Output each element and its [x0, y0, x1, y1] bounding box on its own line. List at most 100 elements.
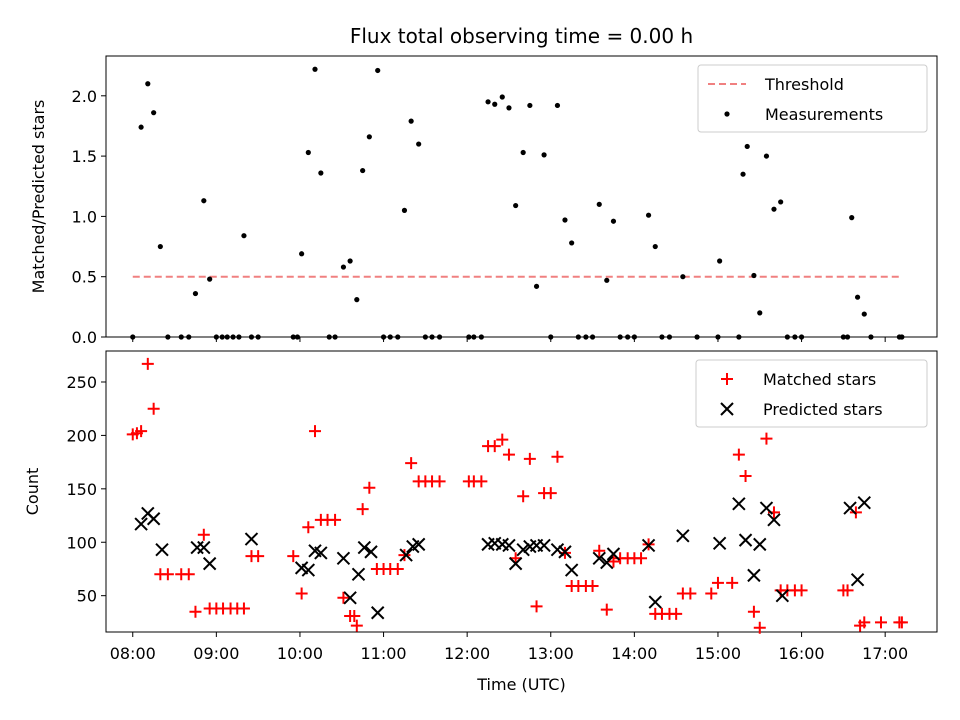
measurement-point	[429, 334, 435, 340]
measurement-point	[527, 102, 533, 109]
measurement-point	[520, 149, 526, 156]
count-y-tick-label: 200	[66, 426, 97, 445]
measurement-point	[492, 101, 498, 107]
predicted-star-point	[336, 551, 351, 565]
predicted-star-point	[759, 501, 774, 515]
matched-star-point	[732, 448, 745, 461]
count-legend: Matched stars Predicted stars	[695, 359, 928, 428]
count-y-tick-label: 150	[66, 480, 97, 499]
matched-star-point	[705, 587, 718, 600]
predicted-star-point	[155, 543, 169, 557]
measurement-point	[471, 334, 477, 340]
measurement-point	[360, 167, 366, 174]
count-x-tick-label: 09:00	[193, 644, 239, 663]
measurement-point	[840, 334, 846, 340]
measurement-point	[694, 334, 700, 340]
matched-star-point	[858, 616, 871, 629]
matched-star-point	[895, 616, 908, 629]
predicted-star-point	[558, 545, 572, 559]
measurement-point	[138, 124, 144, 130]
measurement-point	[625, 334, 631, 340]
ratio-y-tick-label: 0.0	[72, 328, 97, 347]
ratio-x-axis	[132, 337, 886, 342]
measurement-point	[340, 264, 347, 270]
predicted-star-point	[411, 537, 426, 552]
matched-star-point	[295, 587, 308, 600]
matched-star-point	[684, 587, 697, 600]
matched-star-point	[141, 357, 154, 370]
measurement-point	[717, 258, 723, 264]
matched-star-point	[753, 621, 766, 634]
predicted-star-point	[202, 556, 217, 571]
measurement-point	[230, 334, 236, 340]
measurement-point	[751, 272, 757, 279]
matched-star-point	[302, 521, 315, 534]
measurement-point	[792, 334, 798, 340]
measurement-point	[236, 334, 242, 340]
predicted-star-point	[190, 540, 204, 555]
predicted-star-point	[606, 547, 621, 561]
measurement-point	[861, 311, 867, 317]
ratio-y-axis: 0.0 0.5 1.0 1.5 2.0	[72, 87, 106, 347]
measurement-point	[347, 258, 353, 264]
measurement-point	[241, 233, 247, 239]
matched-star-point	[670, 607, 683, 620]
measurement-point	[589, 334, 596, 340]
matched-star-point	[517, 490, 530, 503]
matched-star-point	[348, 609, 361, 622]
count-x-tick-label: 16:00	[779, 644, 825, 663]
matched-star-point	[544, 487, 557, 500]
measurement-point	[401, 207, 408, 213]
measurement-point	[201, 198, 207, 204]
measurement-point	[506, 105, 512, 111]
count-y-tick-label: 100	[66, 533, 97, 552]
measurement-point	[744, 143, 750, 150]
measurement-point	[778, 199, 784, 205]
predicted-star-point	[146, 512, 161, 526]
measurement-point	[604, 277, 610, 283]
measurement-point	[354, 297, 360, 303]
matched-star-point	[363, 481, 376, 494]
measurement-point	[305, 149, 311, 156]
matched-star-point	[502, 448, 515, 461]
matched-star-point	[182, 568, 195, 581]
legend-predicted-label: Predicted stars	[763, 400, 883, 419]
measurement-point	[408, 118, 414, 124]
measurement-point	[422, 334, 428, 340]
measurement-point	[332, 334, 338, 340]
measurement-point	[533, 283, 540, 289]
predicted-star-point	[648, 595, 662, 609]
measurement-point	[562, 217, 568, 223]
predicted-star-point	[357, 540, 372, 555]
predicted-star-point	[753, 537, 767, 552]
predicted-star-point	[502, 538, 516, 553]
ratio-panel: Flux total observing time = 0.00 h 0.00.…	[29, 24, 938, 347]
matched-star-point	[874, 616, 887, 629]
predicted-star-point	[370, 606, 385, 620]
measurement-point	[294, 334, 301, 340]
count-x-tick-label: 13:00	[528, 644, 574, 663]
matched-star-point	[593, 544, 606, 557]
measurement-point	[868, 334, 874, 340]
predicted-star-point	[850, 572, 865, 587]
measurement-point	[541, 152, 547, 158]
measurement-point	[513, 202, 519, 209]
matched-star-point	[329, 513, 342, 526]
matched-star-point	[475, 475, 488, 488]
measurement-point	[478, 334, 484, 340]
predicted-star-point	[537, 538, 551, 553]
predicted-star-point	[244, 532, 259, 546]
ratio-legend: Threshold Measurements	[697, 64, 928, 133]
legend-matched-swatch	[721, 373, 733, 385]
measurement-point	[740, 171, 746, 177]
measurement-point	[151, 110, 157, 116]
matched-star-point	[747, 605, 760, 618]
predicted-star-point	[314, 546, 328, 560]
matched-star-point	[189, 605, 202, 618]
predicted-star-point	[843, 501, 857, 515]
predicted-star-point	[134, 517, 148, 531]
measurement-point	[299, 251, 305, 257]
measurement-point	[596, 201, 602, 207]
measurement-point	[569, 240, 575, 246]
